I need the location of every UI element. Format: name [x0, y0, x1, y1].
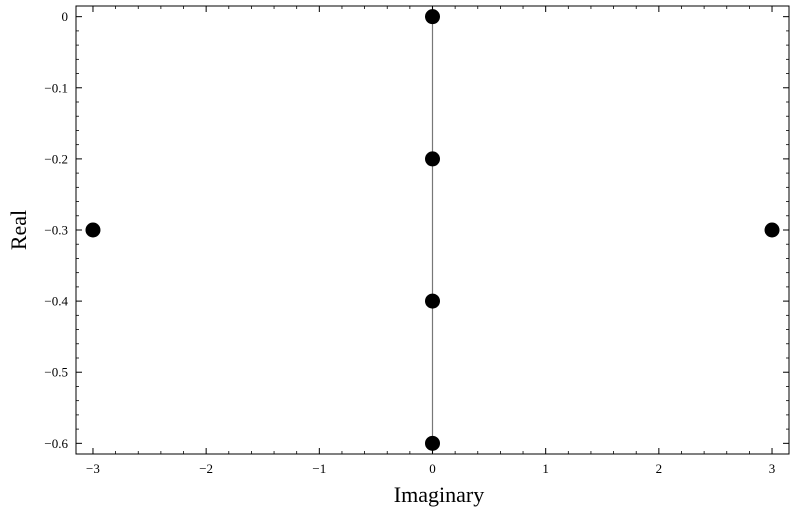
y-tick-label: −0.5 — [44, 365, 68, 380]
data-point — [425, 9, 440, 24]
data-point — [425, 294, 440, 309]
y-tick-label: 0 — [62, 9, 69, 24]
x-tick-label: 1 — [542, 461, 549, 476]
x-tick-label: 3 — [769, 461, 776, 476]
data-point — [765, 223, 780, 238]
data-point — [85, 223, 100, 238]
x-tick-label: −2 — [199, 461, 213, 476]
x-tick-label: 2 — [656, 461, 663, 476]
y-tick-label: −0.1 — [44, 80, 68, 95]
x-tick-label: −1 — [312, 461, 326, 476]
y-tick-label: −0.3 — [44, 223, 68, 238]
data-point — [425, 151, 440, 166]
y-tick-label: −0.6 — [44, 436, 68, 451]
axis-ticks: −3 −2 −1 0 1 2 3 0 −0.1 −0.2 −0.3 −0.4 −0.5 −0.6 — [44, 6, 789, 476]
data-point — [425, 436, 440, 451]
x-tick-label: 0 — [429, 461, 436, 476]
y-axis-title: Real — [6, 210, 31, 250]
y-tick-label: −0.4 — [44, 294, 68, 309]
x-axis-title: Imaginary — [394, 482, 484, 507]
x-tick-label: −3 — [86, 461, 100, 476]
y-tick-label: −0.2 — [44, 151, 68, 166]
